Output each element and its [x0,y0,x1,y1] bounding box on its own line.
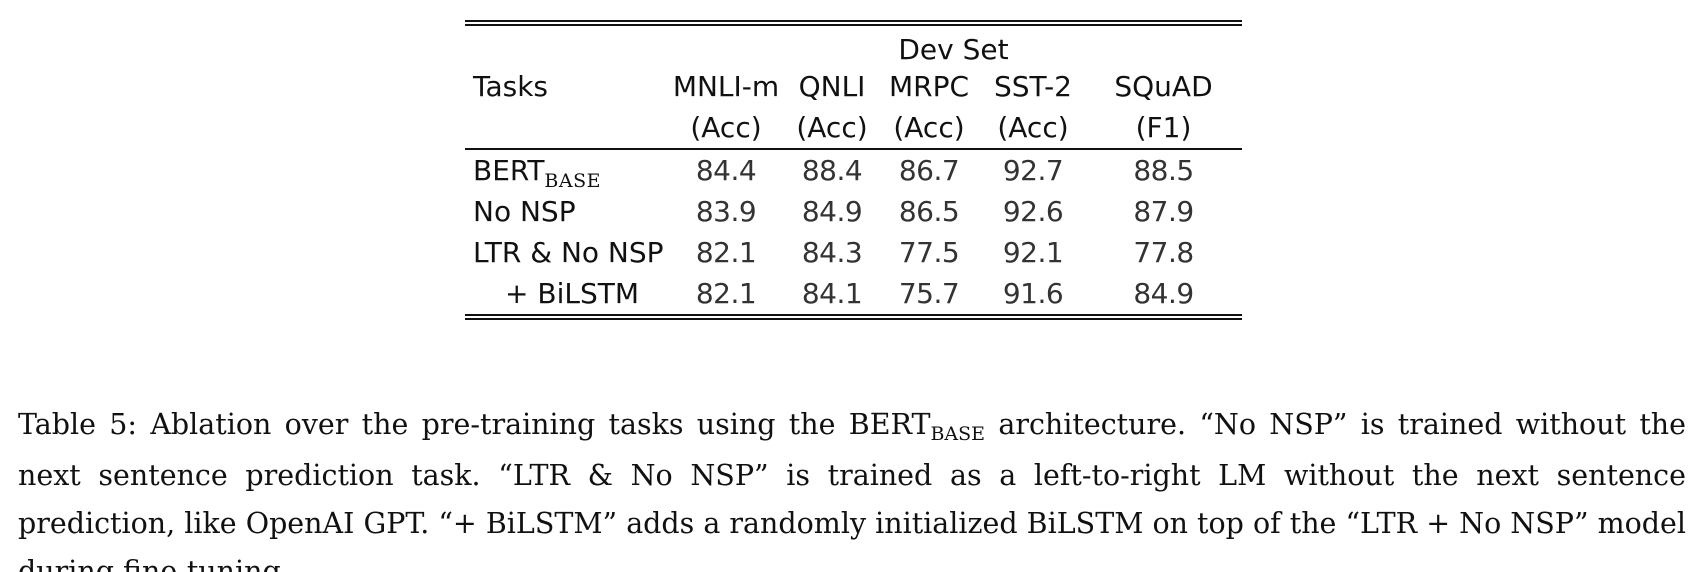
metric-header-row: (Acc) (Acc) (Acc) (Acc) (F1) [465,107,1242,150]
empty-header-cell [465,26,665,66]
task-name-cell: + BiLSTM [505,277,639,310]
table-row: No NSP 83.9 84.9 86.5 92.6 87.9 [465,191,1242,232]
value-cell: 92.6 [1002,195,1064,228]
value-cell: 86.5 [898,195,960,228]
empty-metric-cell [465,107,665,150]
metric-header-sst2: (Acc) [981,107,1085,150]
metric-header-mrpc: (Acc) [877,107,981,150]
column-header-mrpc: MRPC [888,70,970,103]
metric-header-squad: (F1) [1085,107,1242,150]
dev-set-header-row: Dev Set [465,26,1242,66]
value-cell: 82.1 [695,277,757,310]
task-name-cell: BERTBASE [465,149,665,192]
task-name-cell: No NSP [473,195,576,228]
metric-header-qnli: (Acc) [787,107,877,150]
dev-set-group-header: Dev Set [898,33,1009,66]
caption-text-start: Table 5: Ablation over the pre-training … [18,407,931,441]
value-cell: 88.5 [1133,154,1194,187]
value-cell: 92.7 [1002,154,1064,187]
column-header-sst2: SST-2 [994,70,1072,103]
value-cell: 83.9 [695,195,757,228]
value-cell: 84.9 [801,195,863,228]
metric-header-mnli: (Acc) [665,107,787,150]
value-cell: 84.9 [1133,277,1194,310]
task-name-subscript: BASE [544,170,601,192]
value-cell: 75.7 [898,277,960,310]
value-cell: 84.4 [695,154,757,187]
value-cell: 82.1 [695,236,757,269]
tasks-column-header: Tasks [473,70,549,103]
table-row: LTR & No NSP 82.1 84.3 77.5 92.1 77.8 [465,232,1242,273]
table-row: + BiLSTM 82.1 84.1 75.7 91.6 84.9 [465,273,1242,314]
column-name-header-row: Tasks MNLI-m QNLI MRPC SST-2 SQuAD [465,66,1242,107]
value-cell: 91.6 [1002,277,1064,310]
column-header-squad: SQuAD [1114,70,1213,103]
value-cell: 84.1 [801,277,863,310]
top-double-rule [465,20,1242,26]
table-caption: Table 5: Ablation over the pre-training … [18,401,1686,572]
value-cell: 87.9 [1133,195,1194,228]
caption-subscript: BASE [930,422,986,445]
task-name: BERT [473,154,545,187]
value-cell: 84.3 [801,236,863,269]
value-cell: 86.7 [898,154,960,187]
task-name-cell: LTR & No NSP [473,236,664,269]
column-header-qnli: QNLI [798,70,866,103]
value-cell: 88.4 [801,154,863,187]
bottom-double-rule [465,314,1242,320]
ablation-results-table: Dev Set Tasks MNLI-m QNLI MRPC SST-2 SQu… [465,26,1242,314]
value-cell: 92.1 [1002,236,1064,269]
column-header-mnli: MNLI-m [672,70,780,103]
table-row: BERTBASE 84.4 88.4 86.7 92.7 88.5 [465,149,1242,192]
results-table-container: Dev Set Tasks MNLI-m QNLI MRPC SST-2 SQu… [465,20,1242,320]
caption-text-end: architecture. “No NSP” is trained withou… [18,407,1686,572]
value-cell: 77.8 [1133,236,1194,269]
value-cell: 77.5 [898,236,960,269]
